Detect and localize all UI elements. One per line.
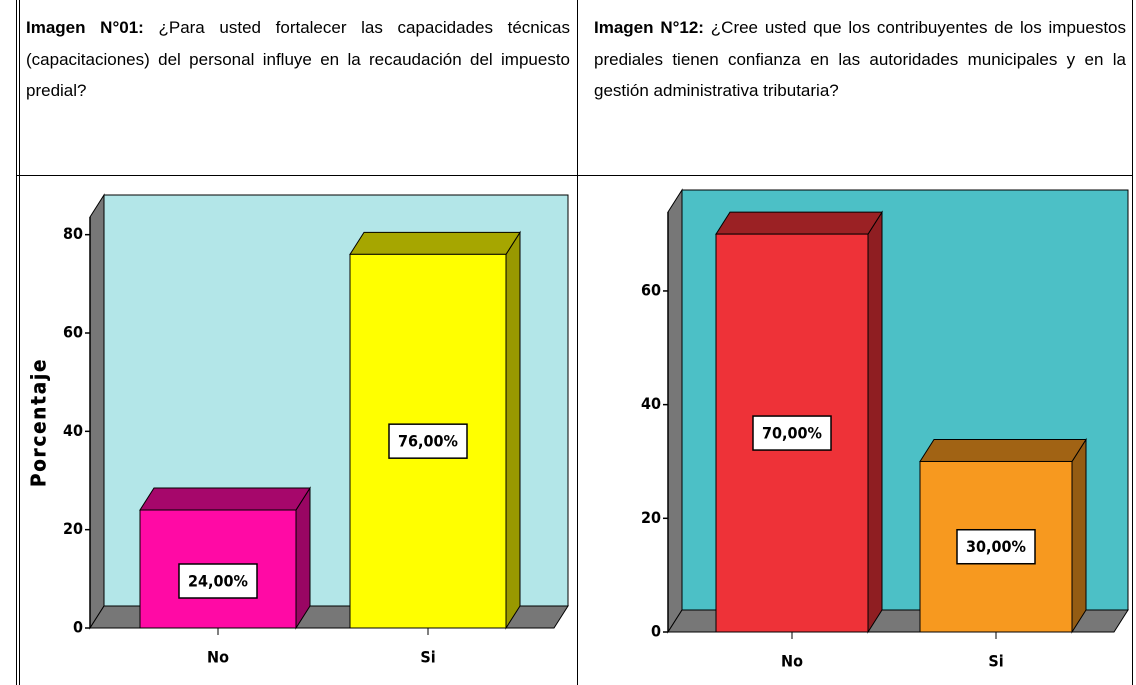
y-tick-label: 0 <box>651 622 661 641</box>
y-tick-label: 60 <box>63 323 83 342</box>
bar-side <box>295 486 311 630</box>
value-label: 76,00% <box>398 432 458 451</box>
value-label-box <box>178 563 258 599</box>
bar-side <box>505 230 521 630</box>
side-wall <box>89 193 105 630</box>
border <box>577 0 578 685</box>
bar-top <box>349 231 521 255</box>
bar-top <box>919 438 1087 462</box>
bar-side <box>867 210 883 634</box>
value-label: 24,00% <box>188 572 248 591</box>
y-tick-label: 20 <box>63 519 83 538</box>
value-label: 30,00% <box>966 537 1026 556</box>
value-label: 70,00% <box>762 424 822 443</box>
bar-top <box>139 487 311 511</box>
image-label: Imagen N°01: <box>26 18 144 37</box>
value-label-box <box>752 415 832 451</box>
bar-side <box>1071 437 1087 634</box>
y-tick-label: 60 <box>641 280 661 299</box>
border <box>19 0 20 685</box>
value-label-box <box>388 423 468 459</box>
y-tick-label: 80 <box>63 224 83 243</box>
y-axis-label: Porcentaje <box>27 357 51 486</box>
bar-top <box>715 211 883 235</box>
y-tick-label: 0 <box>73 618 83 637</box>
cell-text: Imagen N°01: ¿Para usted fortalecer las … <box>26 12 570 107</box>
y-tick-label: 20 <box>641 508 661 527</box>
y-tick-label: 40 <box>641 394 661 413</box>
border <box>16 0 17 685</box>
x-tick-label: Si <box>988 652 1003 671</box>
x-tick-label: Si <box>420 648 435 667</box>
value-label-box <box>956 528 1036 565</box>
y-tick-label: 40 <box>63 421 83 440</box>
y-axis-label: Porcentaje <box>27 358 51 487</box>
question: ¿Para usted fortalecer las capacidades t… <box>26 18 570 100</box>
image-label: Imagen N°12: <box>594 18 704 37</box>
x-tick-label: No <box>781 652 803 671</box>
border <box>16 175 1133 176</box>
x-tick-label: No <box>207 648 229 667</box>
question: ¿Cree usted que los contribuyentes de lo… <box>594 18 1126 100</box>
border <box>1132 0 1133 685</box>
cell-text: Imagen N°12: ¿Cree usted que los contrib… <box>594 12 1126 107</box>
side-wall <box>667 188 683 634</box>
